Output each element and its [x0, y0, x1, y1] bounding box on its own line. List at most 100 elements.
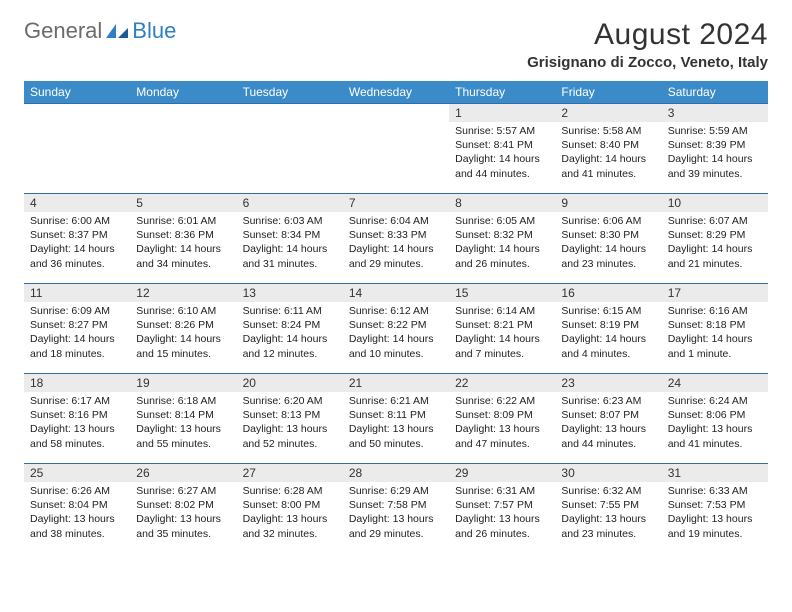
day-details: Sunrise: 6:06 AMSunset: 8:30 PMDaylight:…	[555, 212, 661, 275]
calendar-cell: 2Sunrise: 5:58 AMSunset: 8:40 PMDaylight…	[555, 103, 661, 193]
weekday-header: Saturday	[662, 81, 768, 103]
daylight-text: Daylight: 13 hours and 41 minutes.	[668, 422, 762, 450]
day-details: Sunrise: 6:07 AMSunset: 8:29 PMDaylight:…	[662, 212, 768, 275]
calendar-cell: 23Sunrise: 6:23 AMSunset: 8:07 PMDayligh…	[555, 373, 661, 463]
calendar-cell: 25Sunrise: 6:26 AMSunset: 8:04 PMDayligh…	[24, 463, 130, 553]
calendar-cell: 24 Sunrise: 6:24 AMSunset: 8:06 PMDayligh…	[662, 373, 768, 463]
sunrise-text: Sunrise: 5:57 AM	[455, 124, 549, 138]
daylight-text: Daylight: 14 hours and 34 minutes.	[136, 242, 230, 270]
calendar-cell: 8Sunrise: 6:05 AMSunset: 8:32 PMDaylight…	[449, 193, 555, 283]
sunset-text: Sunset: 8:32 PM	[455, 228, 549, 242]
day-details: Sunrise: 6:04 AMSunset: 8:33 PMDaylight:…	[343, 212, 449, 275]
calendar-cell: 10Sunrise: 6:07 AMSunset: 8:29 PMDayligh…	[662, 193, 768, 283]
day-number: 3	[662, 103, 768, 122]
day-details: Sunrise: 6:03 AMSunset: 8:34 PMDaylight:…	[237, 212, 343, 275]
calendar-cell: 14Sunrise: 6:12 AMSunset: 8:22 PMDayligh…	[343, 283, 449, 373]
sunset-text: Sunset: 8:00 PM	[243, 498, 337, 512]
sunrise-text: Sunrise: 6:32 AM	[561, 484, 655, 498]
sunrise-text: Sunrise: 6:01 AM	[136, 214, 230, 228]
sunrise-text: Sunrise: 6:10 AM	[136, 304, 230, 318]
weekday-header: Tuesday	[237, 81, 343, 103]
calendar-table: SundayMondayTuesdayWednesdayThursdayFrid…	[24, 81, 768, 553]
sunrise-text: Sunrise: 6:14 AM	[455, 304, 549, 318]
logo-text-gray: General	[24, 18, 102, 44]
daylight-text: Daylight: 14 hours and 1 minute.	[668, 332, 762, 360]
day-number: 29	[449, 463, 555, 482]
calendar-cell: 21Sunrise: 6:21 AMSunset: 8:11 PMDayligh…	[343, 373, 449, 463]
daylight-text: Daylight: 14 hours and 7 minutes.	[455, 332, 549, 360]
sunrise-text: Sunrise: 6:11 AM	[243, 304, 337, 318]
sunrise-text: Sunrise: 6:03 AM	[243, 214, 337, 228]
calendar-cell: 4Sunrise: 6:00 AMSunset: 8:37 PMDaylight…	[24, 193, 130, 283]
sunset-text: Sunset: 8:06 PM	[668, 408, 762, 422]
day-number: 14	[343, 283, 449, 302]
day-details: Sunrise: 5:58 AMSunset: 8:40 PMDaylight:…	[555, 122, 661, 185]
day-number: 28	[343, 463, 449, 482]
sunset-text: Sunset: 8:40 PM	[561, 138, 655, 152]
month-title: August 2024	[527, 18, 768, 52]
day-number-empty	[130, 103, 236, 122]
calendar-row: 11Sunrise: 6:09 AMSunset: 8:27 PMDayligh…	[24, 283, 768, 373]
calendar-cell: 6Sunrise: 6:03 AMSunset: 8:34 PMDaylight…	[237, 193, 343, 283]
weekday-header: Friday	[555, 81, 661, 103]
calendar-row: 1Sunrise: 5:57 AMSunset: 8:41 PMDaylight…	[24, 103, 768, 193]
logo-text-blue: Blue	[132, 18, 176, 44]
sunrise-text: Sunrise: 6:09 AM	[30, 304, 124, 318]
calendar-cell: 26Sunrise: 6:27 AMSunset: 8:02 PMDayligh…	[130, 463, 236, 553]
day-details: Sunrise: 6:28 AMSunset: 8:00 PMDaylight:…	[237, 482, 343, 545]
weekday-header: Wednesday	[343, 81, 449, 103]
calendar-row: 18Sunrise: 6:17 AMSunset: 8:16 PMDayligh…	[24, 373, 768, 463]
day-number: 12	[130, 283, 236, 302]
sunrise-text: Sunrise: 6:24 AM	[668, 394, 762, 408]
sunrise-text: Sunrise: 5:58 AM	[561, 124, 655, 138]
daylight-text: Daylight: 13 hours and 44 minutes.	[561, 422, 655, 450]
calendar-row: 25Sunrise: 6:26 AMSunset: 8:04 PMDayligh…	[24, 463, 768, 553]
calendar-cell	[24, 103, 130, 193]
sunset-text: Sunset: 8:21 PM	[455, 318, 549, 332]
sunset-text: Sunset: 8:30 PM	[561, 228, 655, 242]
day-number-empty	[237, 103, 343, 122]
daylight-text: Daylight: 14 hours and 31 minutes.	[243, 242, 337, 270]
calendar-cell: 31Sunrise: 6:33 AMSunset: 7:53 PMDayligh…	[662, 463, 768, 553]
sunset-text: Sunset: 8:29 PM	[668, 228, 762, 242]
day-number: 16	[555, 283, 661, 302]
calendar-cell: 20Sunrise: 6:20 AMSunset: 8:13 PMDayligh…	[237, 373, 343, 463]
sunrise-text: Sunrise: 6:33 AM	[668, 484, 762, 498]
daylight-text: Daylight: 13 hours and 47 minutes.	[455, 422, 549, 450]
day-details: Sunrise: 5:59 AMSunset: 8:39 PMDaylight:…	[662, 122, 768, 185]
sunrise-text: Sunrise: 6:22 AM	[455, 394, 549, 408]
day-number: 22	[449, 373, 555, 392]
daylight-text: Daylight: 13 hours and 58 minutes.	[30, 422, 124, 450]
sunset-text: Sunset: 7:57 PM	[455, 498, 549, 512]
sunrise-text: Sunrise: 6:16 AM	[668, 304, 762, 318]
day-number: 2	[555, 103, 661, 122]
calendar-cell: 28Sunrise: 6:29 AMSunset: 7:58 PMDayligh…	[343, 463, 449, 553]
sunset-text: Sunset: 7:58 PM	[349, 498, 443, 512]
sunset-text: Sunset: 8:27 PM	[30, 318, 124, 332]
day-number: 24	[662, 373, 768, 392]
sunrise-text: Sunrise: 6:31 AM	[455, 484, 549, 498]
day-number: 26	[130, 463, 236, 482]
calendar-cell: 5Sunrise: 6:01 AMSunset: 8:36 PMDaylight…	[130, 193, 236, 283]
day-number: 17	[662, 283, 768, 302]
calendar-cell: 29 Sunrise: 6:31 AMSunset: 7:57 PMDayligh…	[449, 463, 555, 553]
day-details: Sunrise: 5:57 AMSunset: 8:41 PMDaylight:…	[449, 122, 555, 185]
calendar-cell: 22Sunrise: 6:22 AMSunset: 8:09 PMDayligh…	[449, 373, 555, 463]
sunset-text: Sunset: 8:07 PM	[561, 408, 655, 422]
day-number: 13	[237, 283, 343, 302]
sunrise-text: Sunrise: 6:27 AM	[136, 484, 230, 498]
day-number-empty	[24, 103, 130, 122]
sunset-text: Sunset: 8:26 PM	[136, 318, 230, 332]
daylight-text: Daylight: 13 hours and 26 minutes.	[455, 512, 549, 540]
calendar-cell	[130, 103, 236, 193]
title-block: August 2024 Grisignano di Zocco, Veneto,…	[527, 18, 768, 71]
sunrise-text: Sunrise: 6:07 AM	[668, 214, 762, 228]
day-number: 27	[237, 463, 343, 482]
day-details: Sunrise: 6:27 AMSunset: 8:02 PMDaylight:…	[130, 482, 236, 545]
sunrise-text: Sunrise: 6:23 AM	[561, 394, 655, 408]
day-number: 7	[343, 193, 449, 212]
sunrise-text: Sunrise: 6:06 AM	[561, 214, 655, 228]
day-details: Sunrise: 6:23 AMSunset: 8:07 PMDaylight:…	[555, 392, 661, 455]
daylight-text: Daylight: 13 hours and 19 minutes.	[668, 512, 762, 540]
daylight-text: Daylight: 13 hours and 35 minutes.	[136, 512, 230, 540]
